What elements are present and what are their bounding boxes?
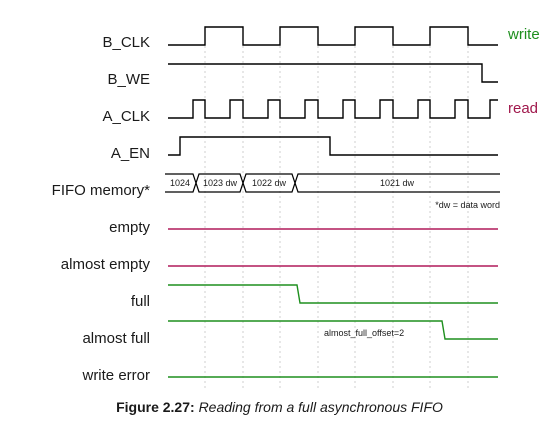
fifo-memory-bus bbox=[165, 173, 500, 193]
label-b-clk: B_CLK bbox=[102, 34, 150, 51]
label-write-error: write error bbox=[81, 367, 150, 384]
figure-caption: Figure 2.27: Reading from a full asynchr… bbox=[0, 399, 559, 415]
memory-cell-1023: 1023 dw bbox=[203, 178, 238, 188]
grid-lines bbox=[204, 26, 469, 388]
a-clk-waveform bbox=[168, 99, 498, 119]
label-empty: empty bbox=[109, 219, 150, 236]
caption-number: Figure 2.27: bbox=[116, 399, 195, 415]
a-en-waveform bbox=[168, 136, 498, 156]
caption-text: Reading from a full asynchronous FIFO bbox=[198, 399, 443, 415]
label-fifo-memory: FIFO memory* bbox=[52, 182, 150, 199]
b-clk-waveform bbox=[168, 26, 498, 46]
dw-note: *dw = data word bbox=[435, 200, 500, 210]
memory-cell-1022: 1022 dw bbox=[252, 178, 287, 188]
full-waveform bbox=[168, 284, 498, 304]
read-label: read bbox=[508, 100, 538, 117]
write-label: write bbox=[507, 26, 540, 43]
label-full: full bbox=[131, 293, 150, 310]
label-a-clk: A_CLK bbox=[102, 108, 150, 125]
almost-full-offset-note: almost_full_offset=2 bbox=[324, 328, 404, 338]
label-almost-full: almost full bbox=[82, 330, 150, 347]
memory-cell-1021: 1021 dw bbox=[380, 178, 415, 188]
label-a-en: A_EN bbox=[111, 145, 150, 162]
almost-full-waveform bbox=[168, 320, 498, 340]
label-b-we: B_WE bbox=[107, 71, 150, 88]
b-we-waveform bbox=[168, 63, 498, 83]
memory-cell-1024: 1024 bbox=[170, 178, 190, 188]
label-almost-empty: almost empty bbox=[61, 256, 151, 273]
